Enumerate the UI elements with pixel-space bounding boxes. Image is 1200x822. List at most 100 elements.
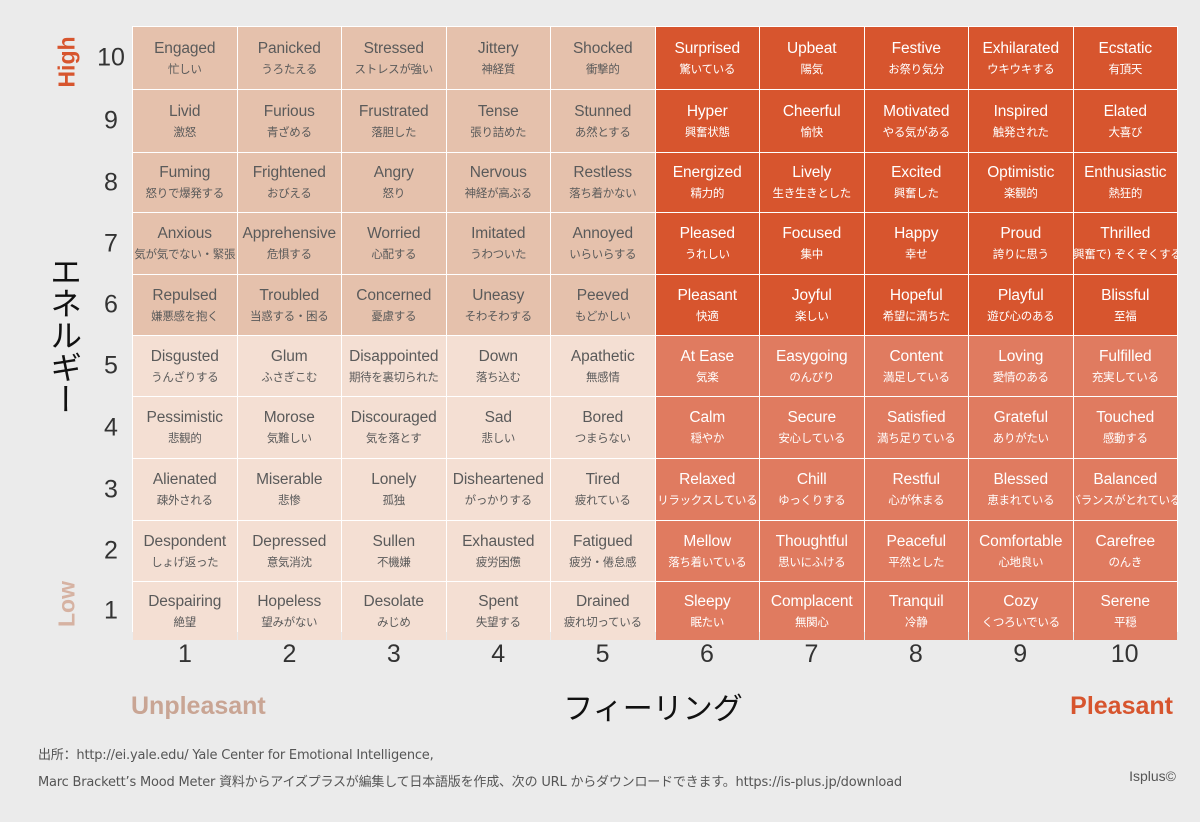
mood-word-en: Energized bbox=[672, 164, 742, 182]
mood-cell: Worried 心配する bbox=[342, 213, 446, 274]
mood-cell: Concerned 憂慮する bbox=[342, 275, 446, 335]
mood-cell: Depressed 意気消沈 bbox=[237, 521, 341, 581]
mood-word-en: Comfortable bbox=[979, 532, 1063, 550]
mood-cell: Optimistic 楽観的 bbox=[969, 153, 1073, 212]
mood-cell: Serene 平穏 bbox=[1073, 582, 1177, 640]
mood-cell: Restful 心が休まる bbox=[864, 459, 968, 520]
mood-cell: Troubled 当惑する・困る bbox=[237, 275, 341, 335]
mood-word-en: Drained bbox=[575, 592, 630, 610]
mood-word-jp: 望みがない bbox=[261, 614, 318, 629]
mood-word-en: Exhausted bbox=[462, 532, 535, 550]
mood-word-jp: 絶望 bbox=[173, 614, 197, 629]
mood-cell: Despairing 絶望 bbox=[133, 582, 237, 640]
y-tick-label: 5 bbox=[104, 351, 118, 380]
mood-cell: Bored つまらない bbox=[551, 397, 655, 458]
mood-cell: Motivated やる気がある bbox=[864, 90, 968, 152]
mood-cell: Excited 興奮した bbox=[864, 153, 968, 212]
mood-cell: Balanced バランスがとれている bbox=[1073, 459, 1178, 520]
mood-word-jp: 疲れ切っている bbox=[563, 614, 642, 629]
mood-cell: Furious 青ざめる bbox=[237, 90, 341, 152]
mood-word-en: Relaxed bbox=[679, 471, 736, 489]
mood-cell: Content 満足している bbox=[864, 336, 968, 396]
mood-word-jp: 陽気 bbox=[800, 61, 824, 76]
mood-word-en: Fulfilled bbox=[1098, 347, 1152, 365]
mood-cell: Sullen 不機嫌 bbox=[342, 521, 446, 581]
mood-cell: Disappointed 期待を裏切られた bbox=[342, 336, 446, 396]
mood-word-jp: ゆっくりする bbox=[778, 493, 846, 508]
mood-cell: Loving 愛情のある bbox=[969, 336, 1073, 396]
mood-word-en: At Ease bbox=[680, 347, 735, 365]
mood-word-jp: 怒り bbox=[382, 186, 406, 201]
y-tick-label: 6 bbox=[104, 290, 118, 319]
mood-word-en: Anxious bbox=[157, 225, 213, 243]
mood-word-en: Secure bbox=[787, 409, 836, 427]
mood-word-jp: 愛情のある bbox=[992, 369, 1049, 384]
mood-word-jp: 大喜び bbox=[1108, 124, 1143, 139]
mood-cell: Secure 安心している bbox=[760, 397, 864, 458]
mood-word-en: Thoughtful bbox=[775, 532, 848, 550]
mood-word-en: Content bbox=[889, 347, 944, 365]
mood-cell: Hyper 興奮状態 bbox=[655, 90, 759, 152]
mood-cell: Apprehensive 危惧する bbox=[237, 213, 341, 274]
mood-word-en: Festive bbox=[891, 39, 941, 57]
mood-word-en: Fuming bbox=[159, 164, 211, 182]
mood-cell: Discouraged 気を落とす bbox=[342, 397, 446, 458]
x-tick-label: 7 bbox=[804, 640, 819, 668]
mood-word-en: Hyper bbox=[686, 102, 728, 120]
mood-word-jp: 疎外される bbox=[156, 493, 213, 508]
mood-word-en: Shocked bbox=[572, 39, 633, 57]
mood-word-en: Despondent bbox=[143, 532, 227, 550]
mood-cell: Focused 集中 bbox=[760, 213, 864, 274]
mood-cell: Fulfilled 充実している bbox=[1073, 336, 1177, 396]
mood-word-en: Lonely bbox=[371, 471, 417, 489]
mood-word-jp: 満ち足りている bbox=[877, 431, 956, 446]
mood-word-jp: 満足している bbox=[882, 369, 950, 384]
mood-word-jp: 疲労困憊 bbox=[475, 554, 521, 569]
mood-cell: Grateful ありがたい bbox=[969, 397, 1073, 458]
x-tick-label: 4 bbox=[491, 640, 506, 668]
mood-word-jp: 快適 bbox=[696, 308, 719, 323]
y-tick-label: 2 bbox=[104, 536, 118, 565]
mood-word-jp: 楽観的 bbox=[1003, 186, 1038, 201]
mood-word-en: Despairing bbox=[148, 592, 222, 610]
mood-cell: Blessed 恵まれている bbox=[969, 459, 1073, 520]
mood-word-jp: (興奮で) ぞくぞくする bbox=[1073, 247, 1178, 262]
mood-cell: Carefree のんき bbox=[1073, 521, 1177, 581]
mood-word-jp: 落胆した bbox=[371, 124, 417, 139]
mood-word-en: Loving bbox=[998, 347, 1044, 365]
x-tick-label: 5 bbox=[595, 640, 610, 668]
mood-word-jp: 落ち込む bbox=[475, 369, 521, 384]
mood-word-en: Inspired bbox=[993, 102, 1048, 120]
mood-word-jp: 孤独 bbox=[382, 493, 406, 508]
mood-word-en: Easygoing bbox=[776, 347, 848, 365]
mood-word-en: Happy bbox=[894, 225, 939, 243]
mood-word-jp: 当惑する・困る bbox=[250, 308, 329, 323]
x-tick-label: 9 bbox=[1013, 640, 1028, 668]
mood-word-en: Calm bbox=[689, 409, 726, 427]
mood-cell: Pessimistic 悲観的 bbox=[133, 397, 237, 458]
mood-word-en: Carefree bbox=[1095, 532, 1155, 550]
mood-cell: Fuming 怒りで爆発する bbox=[133, 153, 237, 212]
mood-word-en: Disheartened bbox=[452, 471, 544, 489]
mood-cell: Fatigued 疲労・倦怠感 bbox=[551, 521, 655, 581]
mood-cell: Apathetic 無感情 bbox=[551, 336, 655, 396]
mood-cell: Disheartened がっかりする bbox=[446, 459, 550, 520]
mood-cell: Upbeat 陽気 bbox=[760, 27, 864, 89]
mood-cell: Playful 遊び心のある bbox=[969, 275, 1073, 335]
mood-word-jp: バランスがとれている bbox=[1073, 493, 1178, 508]
mood-cell: Exhausted 疲労困憊 bbox=[446, 521, 550, 581]
mood-word-jp: 不機嫌 bbox=[376, 554, 411, 569]
mood-word-en: Touched bbox=[1096, 409, 1155, 427]
mood-word-jp: 意気消沈 bbox=[266, 554, 312, 569]
mood-cell: Pleasant 快適 bbox=[655, 275, 759, 335]
mood-cell: Joyful 楽しい bbox=[760, 275, 864, 335]
mood-cell: Glum ふさぎこむ bbox=[237, 336, 341, 396]
mood-word-jp: 気難しい bbox=[266, 431, 312, 446]
mood-word-jp: 触発された bbox=[992, 124, 1049, 139]
x-tick-label: 1 bbox=[178, 640, 192, 668]
x-tick-label: 6 bbox=[700, 640, 714, 668]
mood-word-en: Miserable bbox=[256, 471, 323, 489]
mood-cell: Ecstatic 有頂天 bbox=[1073, 27, 1177, 89]
mood-word-jp: のんびり bbox=[789, 369, 835, 384]
mood-word-jp: 疲労・倦怠感 bbox=[569, 554, 637, 569]
